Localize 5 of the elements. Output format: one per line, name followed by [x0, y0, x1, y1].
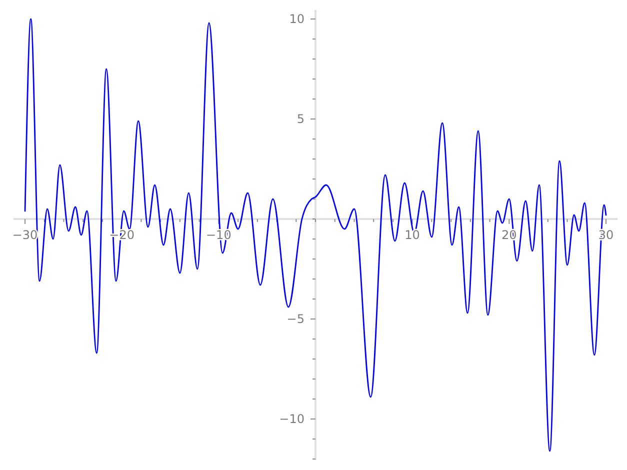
y-tick-label: −10	[279, 412, 304, 426]
y-tick-label: 5	[296, 112, 304, 126]
y-tick-label: −5	[286, 312, 304, 326]
x-tick-label: 10	[404, 228, 420, 242]
y-tick-label: 10	[289, 12, 304, 26]
